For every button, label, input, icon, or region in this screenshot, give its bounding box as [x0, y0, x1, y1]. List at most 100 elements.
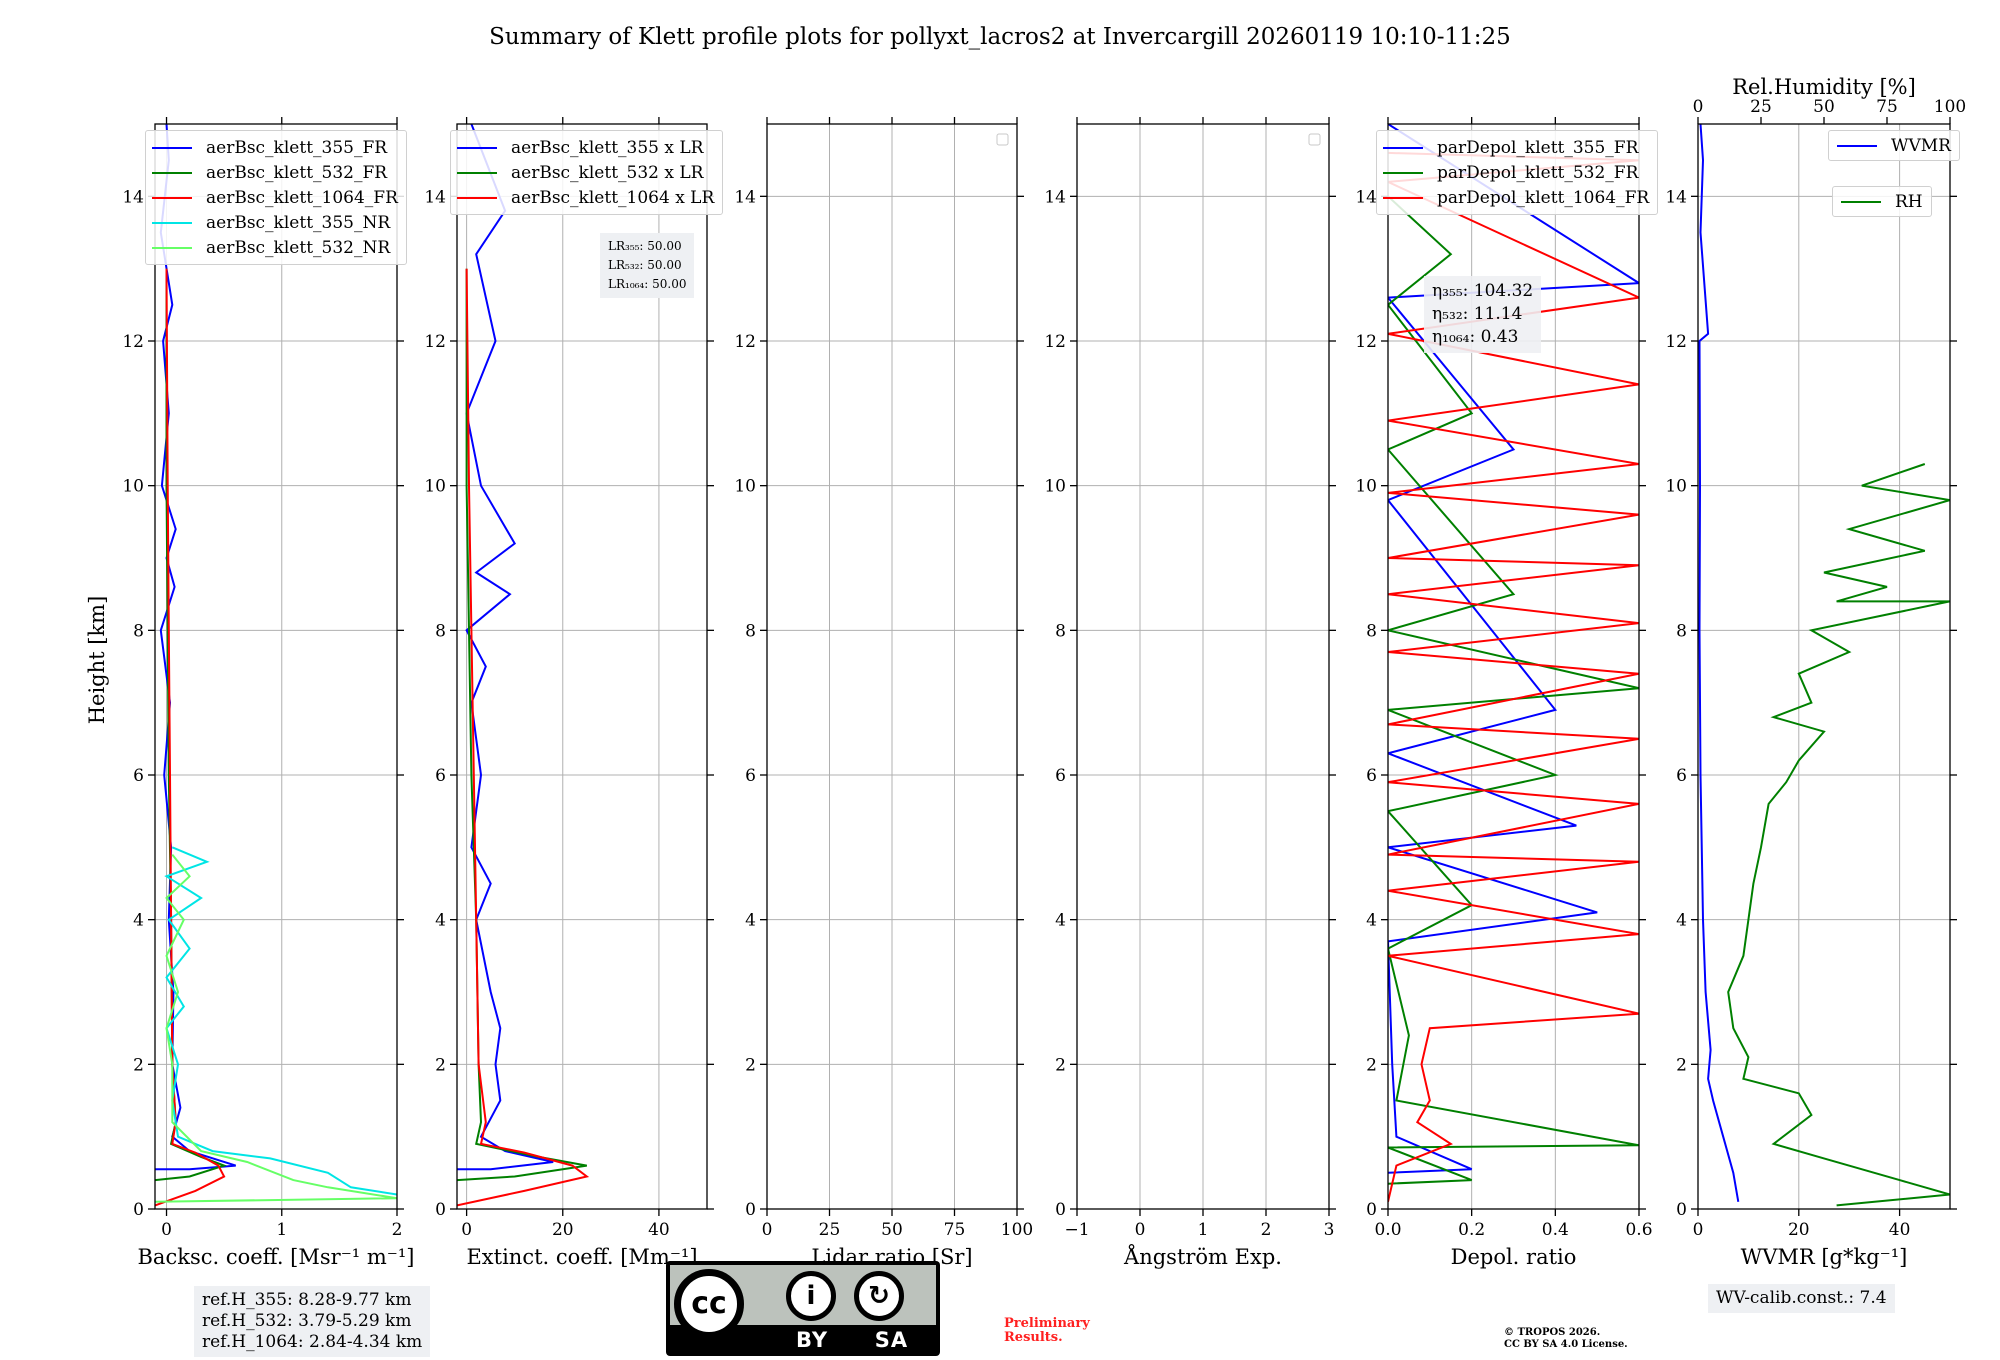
- x-tick-label: 25: [819, 1220, 841, 1240]
- x-axis-label: Depol. ratio: [1451, 1245, 1577, 1269]
- y-tick-label: 12: [1355, 332, 1377, 352]
- legend-entry: aerBsc_klett_532_NR: [152, 235, 398, 260]
- y-tick-label: 8: [435, 621, 446, 641]
- x-tick-label: 75: [944, 1220, 966, 1240]
- sa-share-icon: ↻: [854, 1271, 904, 1321]
- legend-label: aerBsc_klett_532_NR: [206, 237, 391, 258]
- wv-calibration-box: WV-calib.const.: 7.4: [1708, 1284, 1895, 1313]
- legend-label: parDepol_klett_1064_FR: [1437, 187, 1650, 208]
- y-tick-label: 10: [1665, 477, 1687, 497]
- extinction-legend: aerBsc_klett_355 x LR aerBsc_klett_532 x…: [450, 130, 724, 215]
- legend-label: aerBsc_klett_355 x LR: [511, 137, 704, 158]
- panel-depol: 0.0 0.2 0.4 0.6 0 2 4 6 8 10 12 14 Depol. ratio: [1355, 117, 1653, 1269]
- legend-entry: aerBsc_klett_1064_FR: [152, 185, 398, 210]
- y-tick-label: 12: [1665, 332, 1687, 352]
- legend-entry: aerBsc_klett_355_FR: [152, 135, 398, 160]
- y-tick-label: 2: [1676, 1055, 1687, 1075]
- sa-label: SA: [874, 1328, 909, 1352]
- x-tick-label: 50: [881, 1220, 903, 1240]
- legend-entry: aerBsc_klett_1064 x LR: [457, 185, 714, 210]
- series-WVMR: [1698, 124, 1740, 1202]
- x-tick-label: 2: [1261, 1220, 1272, 1240]
- y-tick-label: 10: [1355, 477, 1377, 497]
- y-tick-label: 8: [133, 621, 144, 641]
- legend-label: aerBsc_klett_355_NR: [206, 212, 391, 233]
- preliminary-notice: Preliminary Results.: [1004, 1317, 1090, 1345]
- lidar-ratio-annotation: LR₃₅₅: 50.00 LR₅₃₂: 50.00 LR₁₀₆₄: 50.00: [600, 233, 695, 298]
- panel-extinction: 0 20 40 0 2 4 6 8 10 12 14 Extinct. coeff. [Mm⁻¹]: [424, 117, 714, 1269]
- y-tick-label: 6: [1676, 766, 1687, 786]
- by-label: BY: [796, 1328, 829, 1352]
- depol-legend: parDepol_klett_355_FR parDepol_klett_532…: [1376, 130, 1659, 215]
- y-tick-label: 4: [435, 911, 446, 931]
- x-tick-label: 20: [1788, 1220, 1810, 1240]
- x-tick-label: 100: [1001, 1220, 1033, 1240]
- x-axis-label: Extinct. coeff. [Mm⁻¹]: [466, 1245, 697, 1269]
- y-axis-label: Height [km]: [85, 596, 109, 725]
- empty-legend-box: [1308, 133, 1321, 146]
- y-tick-label: 10: [122, 477, 144, 497]
- y-tick-label: 0: [1366, 1200, 1377, 1220]
- copyright-line2: CC BY SA 4.0 License.: [1504, 1339, 1628, 1350]
- y-tick-label: 12: [122, 332, 144, 352]
- y-tick-label: 14: [424, 187, 446, 207]
- legend-label: parDepol_klett_355_FR: [1437, 137, 1639, 158]
- legend-label: WVMR: [1891, 135, 1951, 156]
- x-tick-label: 1: [276, 1220, 287, 1240]
- x-tick-label: 40: [1889, 1220, 1911, 1240]
- y-tick-label: 4: [1366, 911, 1377, 931]
- y-tick-label: 6: [435, 766, 446, 786]
- legend-entry: aerBsc_klett_532 x LR: [457, 160, 714, 185]
- legend-entry: RH: [1841, 189, 1923, 214]
- x-tick-label: 0: [1693, 1220, 1704, 1240]
- series-RH: [1727, 463, 1950, 1207]
- legend-entry: WVMR: [1837, 133, 1951, 158]
- y-tick-label: 2: [435, 1055, 446, 1075]
- x-tick-label: 0: [161, 1220, 172, 1240]
- x-tick-label: 0.4: [1542, 1220, 1569, 1240]
- x-tick-label: 40: [648, 1220, 670, 1240]
- panel-frame: [154, 123, 398, 1210]
- copyright-notice: © TROPOS 2026. CC BY SA 4.0 License.: [1504, 1327, 1628, 1351]
- copyright-line1: © TROPOS 2026.: [1504, 1327, 1601, 1338]
- y-tick-label: 0: [1676, 1200, 1687, 1220]
- rh-legend: RH: [1832, 186, 1932, 217]
- top-tick-label: 100: [1934, 97, 1966, 117]
- series-parDepol_klett_532_FR: [1388, 195, 1639, 1185]
- x-tick-label: 0: [762, 1220, 773, 1240]
- by-person-icon: i: [786, 1271, 836, 1321]
- y-tick-label: 10: [734, 477, 756, 497]
- eta355-text: η₃₅₅: 104.32: [1432, 281, 1534, 301]
- lr532-text: LR₅₃₂: 50.00: [608, 258, 682, 272]
- x-tick-label: 3: [1324, 1220, 1335, 1240]
- legend-label: aerBsc_klett_1064 x LR: [511, 187, 715, 208]
- y-tick-label: 6: [1055, 766, 1066, 786]
- preliminary-line2: Results.: [1004, 1330, 1063, 1345]
- y-tick-label: 6: [1366, 766, 1377, 786]
- legend-label: aerBsc_klett_355_FR: [206, 137, 388, 158]
- y-tick-label: 10: [1044, 477, 1066, 497]
- wvmr-legend: WVMR: [1828, 130, 1960, 161]
- y-tick-label: 0: [1055, 1200, 1066, 1220]
- y-tick-label: 2: [1055, 1055, 1066, 1075]
- panel-wvmr_rh: 0 25 50 75 100 Rel.Humidity [%] 0 20 40 0 2 4 6 8 10 12…: [1665, 75, 1966, 1269]
- ref-h532-text: ref.H_532: 3.79-5.29 km: [202, 1311, 412, 1331]
- y-tick-label: 14: [122, 187, 144, 207]
- x-tick-label: 0: [461, 1220, 472, 1240]
- depol-eta-annotation: η₃₅₅: 104.32 η₅₃₂: 11.14 η₁₀₆₄: 0.43: [1424, 276, 1542, 353]
- series-aerBsc_klett_532_FR: [155, 268, 228, 1182]
- eta532-text: η₅₃₂: 11.14: [1432, 304, 1523, 324]
- y-tick-label: 12: [734, 332, 756, 352]
- x-tick-label: 0.2: [1458, 1220, 1485, 1240]
- legend-entry: aerBsc_klett_355 x LR: [457, 135, 714, 160]
- series-aerBsc_klett_1064 x LR: [457, 268, 590, 1207]
- x-axis-label: WVMR [g*kg⁻¹]: [1741, 1245, 1908, 1269]
- legend-entry: parDepol_klett_532_FR: [1383, 160, 1649, 185]
- legend-label: aerBsc_klett_532 x LR: [511, 162, 704, 183]
- top-tick-label: 25: [1750, 97, 1772, 117]
- series-parDepol_klett_1064_FR: [1388, 151, 1639, 1203]
